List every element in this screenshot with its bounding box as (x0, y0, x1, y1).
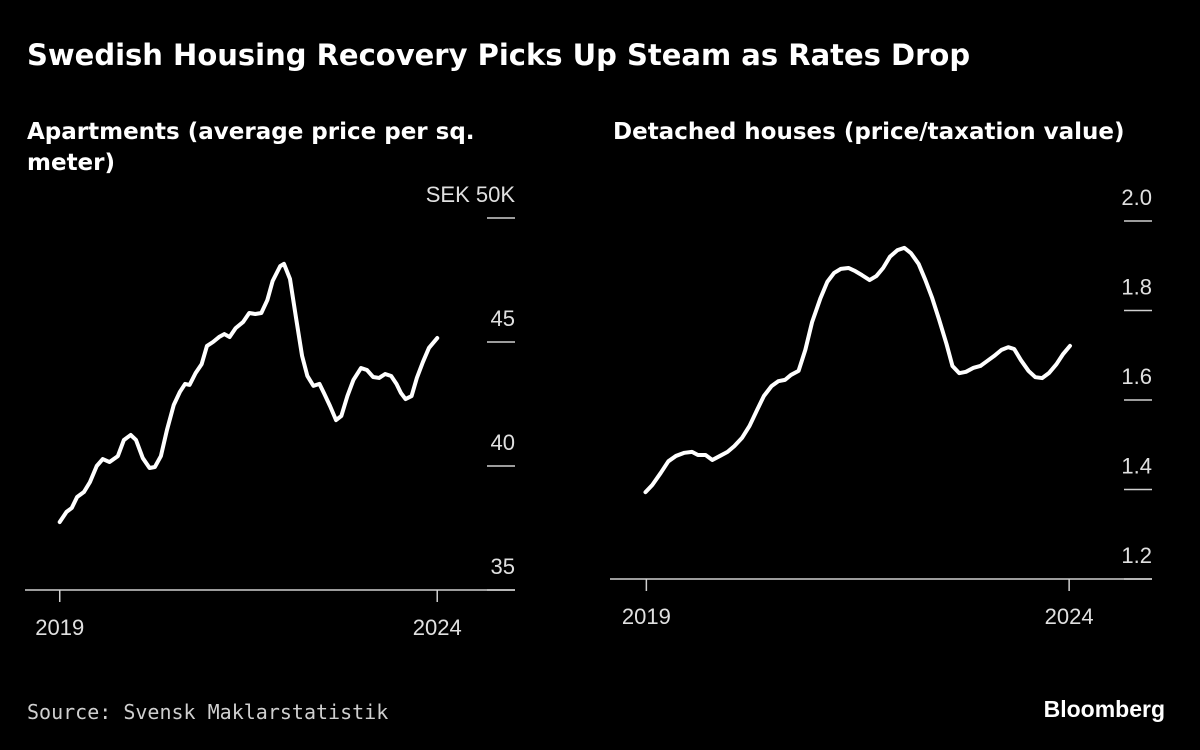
x-tick-label: 2024 (413, 615, 462, 640)
chart-title: Apartments (average price per sq. meter) (27, 119, 475, 176)
chart-title: Detached houses (price/taxation value) (613, 119, 1125, 145)
y-tick-label: 2.0 (1121, 185, 1152, 210)
y-tick-label: 40 (491, 430, 515, 455)
source-note: Source: Svensk Maklarstatistik (27, 700, 389, 724)
y-tick-label: 35 (491, 554, 515, 579)
y-tick-label: 1.2 (1121, 543, 1152, 568)
y-tick-label: 1.8 (1121, 275, 1152, 300)
x-tick-label: 2024 (1045, 604, 1094, 629)
x-tick-label: 2019 (35, 615, 84, 640)
data-line (57, 261, 440, 525)
page-title: Swedish Housing Recovery Picks Up Steam … (27, 38, 971, 72)
y-tick-label: 45 (491, 306, 515, 331)
y-tick-label: 1.6 (1121, 364, 1152, 389)
y-tick-label: SEK 50K (426, 182, 516, 207)
y-tick-label: 1.4 (1121, 454, 1152, 479)
data-line (643, 245, 1072, 495)
x-tick-label: 2019 (622, 604, 671, 629)
brand-logo: Bloomberg (1043, 696, 1165, 722)
